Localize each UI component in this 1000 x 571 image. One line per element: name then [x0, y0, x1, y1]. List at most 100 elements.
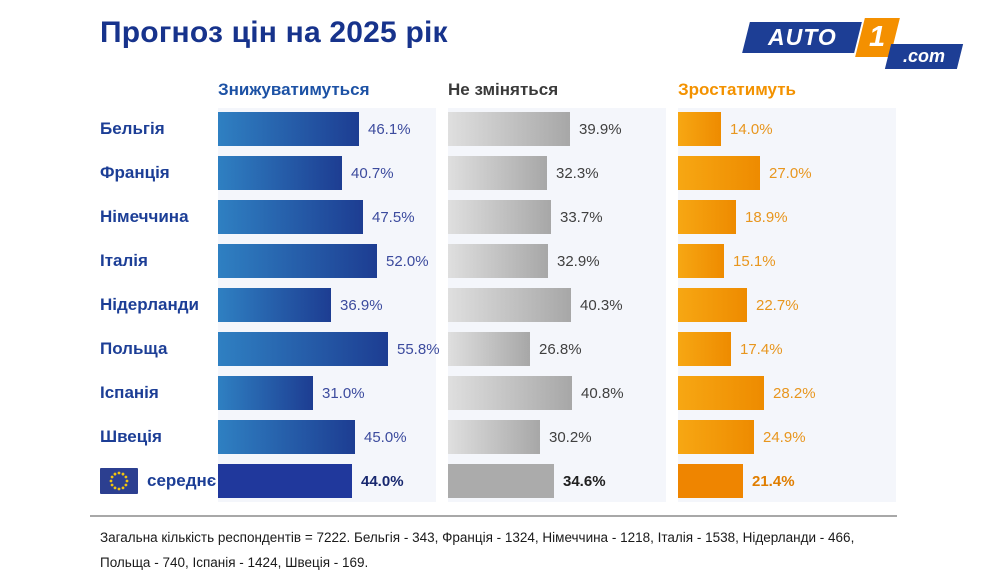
column-header-same: Не зміняться — [448, 80, 559, 99]
decrease-bar — [218, 420, 355, 454]
bar-row: 55.8% — [218, 332, 440, 366]
increase-bar — [678, 464, 743, 498]
footer-note: Загальна кількість респондентів = 7222. … — [100, 525, 1000, 571]
increase-panel: 14.0% 27.0% 18.9% 15.1% 22.7% 17.4% 28.2% 24.9%… — [678, 108, 896, 502]
increase-bar — [678, 332, 731, 366]
same-bar — [448, 332, 530, 366]
country-label: Польща — [100, 332, 206, 366]
bar-row: 14.0% — [678, 112, 896, 146]
label-text: середнє — [147, 471, 217, 490]
same-bar — [448, 200, 551, 234]
bar-row: 27.0% — [678, 156, 896, 190]
bar-row: 47.5% — [218, 200, 436, 234]
bar-row: 18.9% — [678, 200, 896, 234]
header-spacer — [90, 80, 206, 102]
increase-value: 27.0% — [769, 164, 812, 182]
bar-row: 39.9% — [448, 112, 666, 146]
decrease-value: 45.0% — [364, 428, 407, 446]
header-bar: Прогноз цін на 2025 рік AUTO 1 .com — [0, 0, 1000, 69]
same-value: 40.8% — [581, 384, 624, 402]
bar-row: 32.9% — [448, 244, 666, 278]
same-bar — [448, 376, 572, 410]
column-header-increase: Зростатимуть — [678, 80, 796, 99]
logo-one-text: 1 — [869, 21, 886, 53]
same-value: 32.9% — [557, 252, 600, 270]
decrease-bar — [218, 156, 342, 190]
increase-value: 14.0% — [730, 120, 773, 138]
bar-row: 32.3% — [448, 156, 666, 190]
decrease-value: 47.5% — [372, 208, 415, 226]
increase-bar — [678, 420, 754, 454]
increase-bar — [678, 288, 747, 322]
logo-com-segment: .com — [884, 44, 964, 69]
decrease-value: 36.9% — [340, 296, 383, 314]
increase-value: 18.9% — [745, 208, 788, 226]
decrease-bar — [218, 376, 313, 410]
bar-row: 26.8% — [448, 332, 666, 366]
increase-value: 24.9% — [763, 428, 806, 446]
increase-value: 22.7% — [756, 296, 799, 314]
decrease-value: 44.0% — [361, 472, 404, 490]
bar-row: 34.6% — [448, 464, 666, 498]
bar-row: 28.2% — [678, 376, 896, 410]
same-value: 34.6% — [563, 472, 606, 490]
bar-row: 17.4% — [678, 332, 896, 366]
bar-row: 44.0% — [218, 464, 436, 498]
country-label: Іспанія — [100, 376, 206, 410]
decrease-value: 46.1% — [368, 120, 411, 138]
logo-com-text: .com — [902, 46, 945, 66]
price-forecast-chart: Знижуватимуться Не зміняться Зростатимут… — [90, 80, 1000, 502]
country-label: Нідерланди — [100, 288, 206, 322]
increase-bar — [678, 112, 721, 146]
bar-row: 45.0% — [218, 420, 436, 454]
bar-row: 30.2% — [448, 420, 666, 454]
increase-bar — [678, 376, 764, 410]
label-text: Бельгія — [100, 119, 165, 138]
label-text: Польща — [100, 339, 168, 358]
auto1-logo: AUTO 1 .com — [742, 16, 964, 69]
bar-row: 40.7% — [218, 156, 436, 190]
decrease-bar — [218, 112, 359, 146]
decrease-bar — [218, 332, 388, 366]
decrease-panel: 46.1% 40.7% 47.5% 52.0% 36.9% 55.8% 31.0% 45.0%… — [218, 108, 440, 502]
decrease-value: 40.7% — [351, 164, 394, 182]
bar-row: 22.7% — [678, 288, 896, 322]
average-label: середнє — [100, 464, 216, 498]
bar-row: 46.1% — [218, 112, 436, 146]
same-bar — [448, 112, 570, 146]
decrease-value: 55.8% — [397, 340, 440, 358]
increase-bar — [678, 244, 724, 278]
country-labels-column: Бельгія Франція Німеччина Італія Нідерланди П… — [90, 108, 216, 502]
bar-row: 31.0% — [218, 376, 436, 410]
decrease-bar — [218, 288, 331, 322]
footer-line-1: Загальна кількість респондентів = 7222. … — [100, 530, 855, 545]
same-bar — [448, 464, 554, 498]
label-text: Німеччина — [100, 207, 189, 226]
country-label: Франція — [100, 156, 206, 190]
logo-auto-segment: AUTO — [742, 22, 862, 53]
bar-row: 40.3% — [448, 288, 666, 322]
same-bar — [448, 288, 571, 322]
same-bar — [448, 244, 548, 278]
same-bar — [448, 156, 547, 190]
same-bar — [448, 420, 540, 454]
eu-flag-icon — [100, 468, 138, 494]
bar-row: 24.9% — [678, 420, 896, 454]
same-value: 26.8% — [539, 340, 582, 358]
same-panel: 39.9% 32.3% 33.7% 32.9% 40.3% 26.8% 40.8% 30.2%… — [448, 108, 666, 502]
page-title: Прогноз цін на 2025 рік — [100, 16, 448, 49]
increase-value: 15.1% — [733, 252, 776, 270]
decrease-bar — [218, 464, 352, 498]
footer-divider — [90, 515, 897, 517]
label-text: Іспанія — [100, 383, 159, 402]
column-header-decrease: Знижуватимуться — [218, 80, 370, 99]
same-value: 40.3% — [580, 296, 623, 314]
bar-row: 21.4% — [678, 464, 896, 498]
logo-auto-text: AUTO — [767, 24, 837, 50]
decrease-bar — [218, 200, 363, 234]
increase-bar — [678, 156, 760, 190]
country-label: Німеччина — [100, 200, 206, 234]
same-value: 30.2% — [549, 428, 592, 446]
decrease-value: 52.0% — [386, 252, 429, 270]
bar-row: 36.9% — [218, 288, 436, 322]
